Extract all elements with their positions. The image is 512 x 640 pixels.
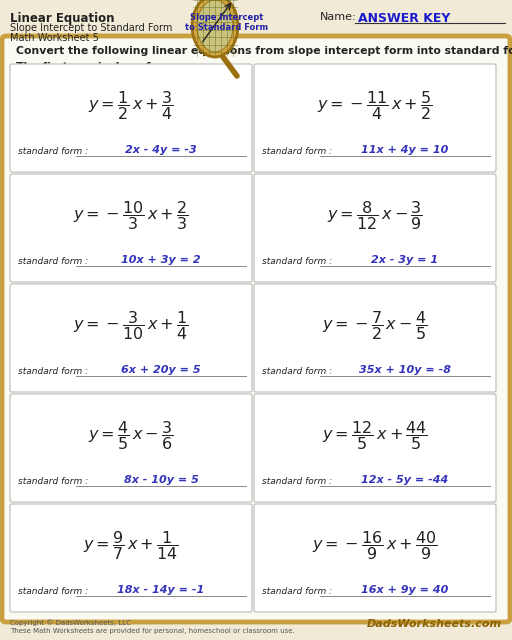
Text: Slope Intercept: Slope Intercept bbox=[190, 13, 264, 22]
FancyBboxPatch shape bbox=[10, 504, 252, 612]
Text: standard form :: standard form : bbox=[262, 367, 332, 376]
FancyBboxPatch shape bbox=[10, 284, 252, 392]
Text: standard form :: standard form : bbox=[18, 257, 88, 266]
Text: Linear Equation: Linear Equation bbox=[10, 12, 115, 25]
FancyBboxPatch shape bbox=[10, 64, 252, 172]
Text: $y = \dfrac{4}{5}\,x - \dfrac{3}{6}$: $y = \dfrac{4}{5}\,x - \dfrac{3}{6}$ bbox=[88, 419, 174, 452]
Text: 12x - 5y = -44: 12x - 5y = -44 bbox=[361, 475, 449, 485]
Text: 2x - 3y = 1: 2x - 3y = 1 bbox=[371, 255, 439, 265]
FancyBboxPatch shape bbox=[254, 174, 496, 282]
Text: ANSWER KEY: ANSWER KEY bbox=[358, 12, 451, 25]
Text: 35x + 10y = -8: 35x + 10y = -8 bbox=[359, 365, 451, 375]
Text: 18x - 14y = -1: 18x - 14y = -1 bbox=[117, 585, 205, 595]
Text: DadsWorksheets.com: DadsWorksheets.com bbox=[367, 619, 502, 629]
FancyBboxPatch shape bbox=[2, 36, 510, 622]
Text: 8x - 10y = 5: 8x - 10y = 5 bbox=[123, 475, 199, 485]
Text: $y = -\dfrac{7}{2}\,x - \dfrac{4}{5}$: $y = -\dfrac{7}{2}\,x - \dfrac{4}{5}$ bbox=[323, 309, 428, 342]
Text: 16x + 9y = 40: 16x + 9y = 40 bbox=[361, 585, 449, 595]
Text: $y = \dfrac{12}{5}\,x + \dfrac{44}{5}$: $y = \dfrac{12}{5}\,x + \dfrac{44}{5}$ bbox=[322, 419, 428, 452]
Text: $y = -\dfrac{11}{4}\,x + \dfrac{5}{2}$: $y = -\dfrac{11}{4}\,x + \dfrac{5}{2}$ bbox=[317, 89, 433, 122]
Text: to Standard Form: to Standard Form bbox=[185, 24, 269, 33]
Ellipse shape bbox=[192, 0, 238, 57]
Text: 6x + 20y = 5: 6x + 20y = 5 bbox=[121, 365, 201, 375]
Text: $y = \dfrac{9}{7}\,x + \dfrac{1}{14}$: $y = \dfrac{9}{7}\,x + \dfrac{1}{14}$ bbox=[83, 529, 179, 562]
Text: standard form :: standard form : bbox=[262, 257, 332, 266]
Text: $y = \dfrac{8}{12}\,x - \dfrac{3}{9}$: $y = \dfrac{8}{12}\,x - \dfrac{3}{9}$ bbox=[327, 199, 423, 232]
Text: $y = \dfrac{1}{2}\,x + \dfrac{3}{4}$: $y = \dfrac{1}{2}\,x + \dfrac{3}{4}$ bbox=[88, 89, 174, 122]
Text: standard form :: standard form : bbox=[18, 147, 88, 157]
Ellipse shape bbox=[197, 0, 233, 52]
Text: standard form :: standard form : bbox=[262, 477, 332, 486]
FancyBboxPatch shape bbox=[10, 174, 252, 282]
Text: standard form :: standard form : bbox=[18, 477, 88, 486]
Text: standard form :: standard form : bbox=[18, 588, 88, 596]
Text: 10x + 3y = 2: 10x + 3y = 2 bbox=[121, 255, 201, 265]
Text: Convert the following linear equations from slope intercept form into standard f: Convert the following linear equations f… bbox=[16, 46, 512, 72]
FancyBboxPatch shape bbox=[254, 64, 496, 172]
FancyBboxPatch shape bbox=[254, 504, 496, 612]
FancyBboxPatch shape bbox=[10, 394, 252, 502]
Text: Slope Intercept to Standard Form: Slope Intercept to Standard Form bbox=[10, 23, 173, 33]
Text: standard form :: standard form : bbox=[18, 367, 88, 376]
Text: $y = -\dfrac{10}{3}\,x + \dfrac{2}{3}$: $y = -\dfrac{10}{3}\,x + \dfrac{2}{3}$ bbox=[73, 199, 189, 232]
Text: standard form :: standard form : bbox=[262, 147, 332, 157]
FancyBboxPatch shape bbox=[254, 284, 496, 392]
Text: 2x - 4y = -3: 2x - 4y = -3 bbox=[125, 145, 197, 155]
Text: $y = -\dfrac{3}{10}\,x + \dfrac{1}{4}$: $y = -\dfrac{3}{10}\,x + \dfrac{1}{4}$ bbox=[73, 309, 189, 342]
Text: Name:: Name: bbox=[320, 12, 357, 22]
Text: 11x + 4y = 10: 11x + 4y = 10 bbox=[361, 145, 449, 155]
Text: standard form :: standard form : bbox=[262, 588, 332, 596]
Text: Copyright © DadsWorksheets, LLC
These Math Worksheets are provided for personal,: Copyright © DadsWorksheets, LLC These Ma… bbox=[10, 619, 295, 634]
FancyBboxPatch shape bbox=[254, 394, 496, 502]
Text: Math Worksheet 5: Math Worksheet 5 bbox=[10, 33, 99, 43]
Text: $y = -\dfrac{16}{9}\,x + \dfrac{40}{9}$: $y = -\dfrac{16}{9}\,x + \dfrac{40}{9}$ bbox=[312, 529, 438, 562]
